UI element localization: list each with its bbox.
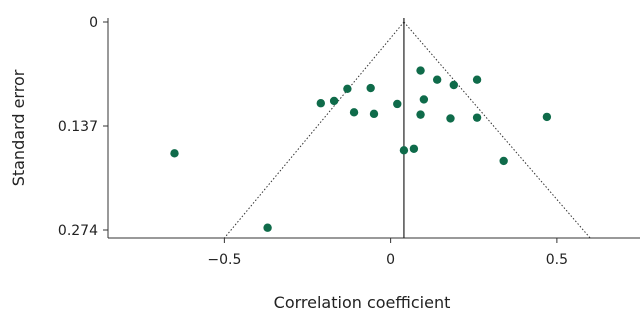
data-point (409, 144, 419, 153)
x-tick-label: −0.5 (207, 252, 241, 268)
data-point (472, 75, 482, 84)
data-point (432, 75, 442, 84)
x-axis-ticks: −0.5 0 0.5 (207, 238, 568, 268)
funnel-boundaries (223, 21, 591, 239)
data-point (343, 84, 352, 94)
axes (107, 18, 640, 239)
data-point (366, 83, 375, 93)
data-points (170, 66, 552, 232)
data-point (399, 146, 409, 155)
data-point (449, 80, 458, 90)
y-axis-ticks: 0 0.137 0.274 (58, 15, 108, 239)
data-point (349, 108, 359, 117)
data-point (316, 99, 325, 108)
y-tick-label: 0 (89, 15, 98, 31)
y-axis-title: Standard error (9, 69, 28, 186)
data-point (263, 223, 272, 232)
funnel-right-boundary (403, 21, 591, 239)
data-point (419, 95, 429, 104)
x-tick-label: 0.5 (546, 252, 568, 268)
data-point (472, 113, 482, 122)
funnel-left-boundary (223, 21, 405, 239)
data-point (393, 99, 402, 109)
y-tick-label: 0.274 (58, 223, 98, 239)
data-point (416, 66, 425, 75)
data-point (170, 149, 179, 158)
data-point (369, 109, 379, 119)
data-point (446, 114, 455, 123)
y-tick-label: 0.137 (58, 119, 98, 135)
x-tick-label: 0 (386, 252, 395, 268)
data-point (499, 156, 508, 166)
data-point (542, 112, 552, 122)
data-point (329, 96, 339, 106)
x-axis-title: Correlation coefficient (274, 293, 451, 312)
data-point (416, 110, 425, 119)
